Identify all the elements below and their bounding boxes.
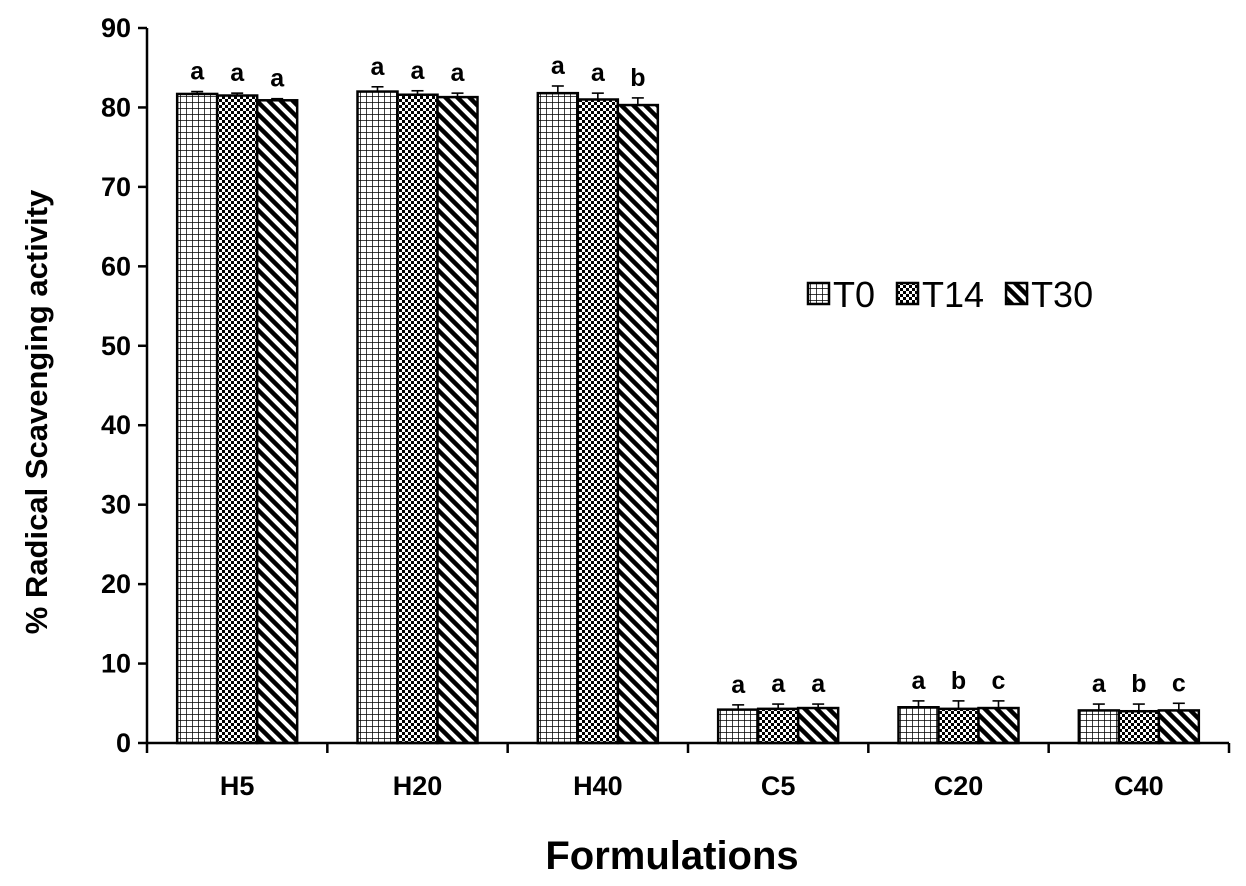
bar-t14-h5 bbox=[215, 94, 259, 745]
significance-labels: a a a a a a a a ba a a a b c a b c bbox=[190, 52, 1186, 699]
y-tick-label: 70 bbox=[101, 172, 131, 202]
x-tick-label: C20 bbox=[934, 771, 984, 801]
y-tick-label: 90 bbox=[101, 13, 131, 43]
bar-t30-h5 bbox=[255, 99, 299, 745]
y-tick-label: 40 bbox=[101, 410, 131, 440]
significance-label: b bbox=[951, 667, 966, 695]
significance-label: a bbox=[912, 667, 927, 695]
x-tick-label: C5 bbox=[761, 771, 796, 801]
y-tick-label: 0 bbox=[116, 728, 131, 758]
significance-label: a bbox=[270, 65, 285, 93]
legend-swatch-t14 bbox=[895, 281, 920, 306]
bars-layer bbox=[175, 85, 1201, 745]
bar-t14-c40 bbox=[1117, 709, 1161, 745]
significance-label: a bbox=[551, 52, 566, 80]
bar-t14-h20 bbox=[396, 93, 439, 745]
y-tick-label: 60 bbox=[101, 251, 131, 281]
y-tick-label: 50 bbox=[101, 331, 131, 361]
y-tick-label: 80 bbox=[101, 92, 131, 122]
legend-swatch-t0 bbox=[806, 281, 831, 306]
bar-t30-h20 bbox=[436, 95, 479, 745]
x-tick-label: H40 bbox=[573, 771, 623, 801]
significance-label: a bbox=[190, 58, 205, 86]
significance-label: c bbox=[992, 667, 1006, 695]
x-axis-title: Formulations bbox=[545, 834, 798, 878]
bar-t30-c5 bbox=[796, 706, 840, 745]
bar-t0-h20 bbox=[356, 90, 399, 745]
y-tick-label: 30 bbox=[101, 490, 131, 520]
x-tick-label: H5 bbox=[220, 771, 255, 801]
bar-t30-c40 bbox=[1157, 709, 1201, 745]
bar-t0-c5 bbox=[716, 708, 760, 745]
significance-label: b bbox=[630, 64, 645, 92]
significance-label: a bbox=[731, 671, 746, 699]
bar-t30-h40 bbox=[616, 103, 660, 745]
y-tick-label: 10 bbox=[101, 649, 131, 679]
bar-t0-c20 bbox=[897, 706, 940, 745]
y-ticks: 0 10 20 30 40 50 60 70 80 90 bbox=[101, 13, 147, 758]
significance-label: a bbox=[771, 670, 786, 698]
y-axis-title: % Radical Scavenging activity bbox=[19, 189, 54, 634]
x-tick-label: C40 bbox=[1114, 771, 1164, 801]
significance-label: a bbox=[411, 57, 426, 85]
bar-t0-c40 bbox=[1077, 709, 1121, 745]
bar-t14-c5 bbox=[756, 707, 800, 745]
significance-label: a bbox=[451, 59, 466, 87]
legend-label-t30: T30 bbox=[1031, 274, 1093, 315]
bar-t0-h40 bbox=[536, 91, 580, 745]
bar-t30-c20 bbox=[977, 706, 1020, 745]
legend: T0 T14 T30 bbox=[806, 274, 1093, 315]
significance-label: c bbox=[1172, 669, 1186, 697]
significance-label: a bbox=[811, 670, 826, 698]
significance-label: a bbox=[591, 59, 606, 87]
bar-t14-h40 bbox=[576, 98, 620, 745]
bar-t0-h5 bbox=[175, 92, 219, 745]
significance-label: a bbox=[230, 59, 245, 87]
bar-t14-c20 bbox=[937, 707, 980, 745]
significance-label: a bbox=[371, 53, 386, 81]
x-ticks: H5 H20 H40 C5 C20 C40 bbox=[145, 743, 1231, 801]
significance-label: a bbox=[1092, 670, 1107, 698]
legend-swatch-t30 bbox=[1004, 281, 1029, 306]
legend-label-t14: T14 bbox=[922, 274, 984, 315]
significance-label: b bbox=[1131, 670, 1146, 698]
y-tick-label: 20 bbox=[101, 569, 131, 599]
x-tick-label: H20 bbox=[393, 771, 443, 801]
legend-label-t0: T0 bbox=[833, 274, 875, 315]
